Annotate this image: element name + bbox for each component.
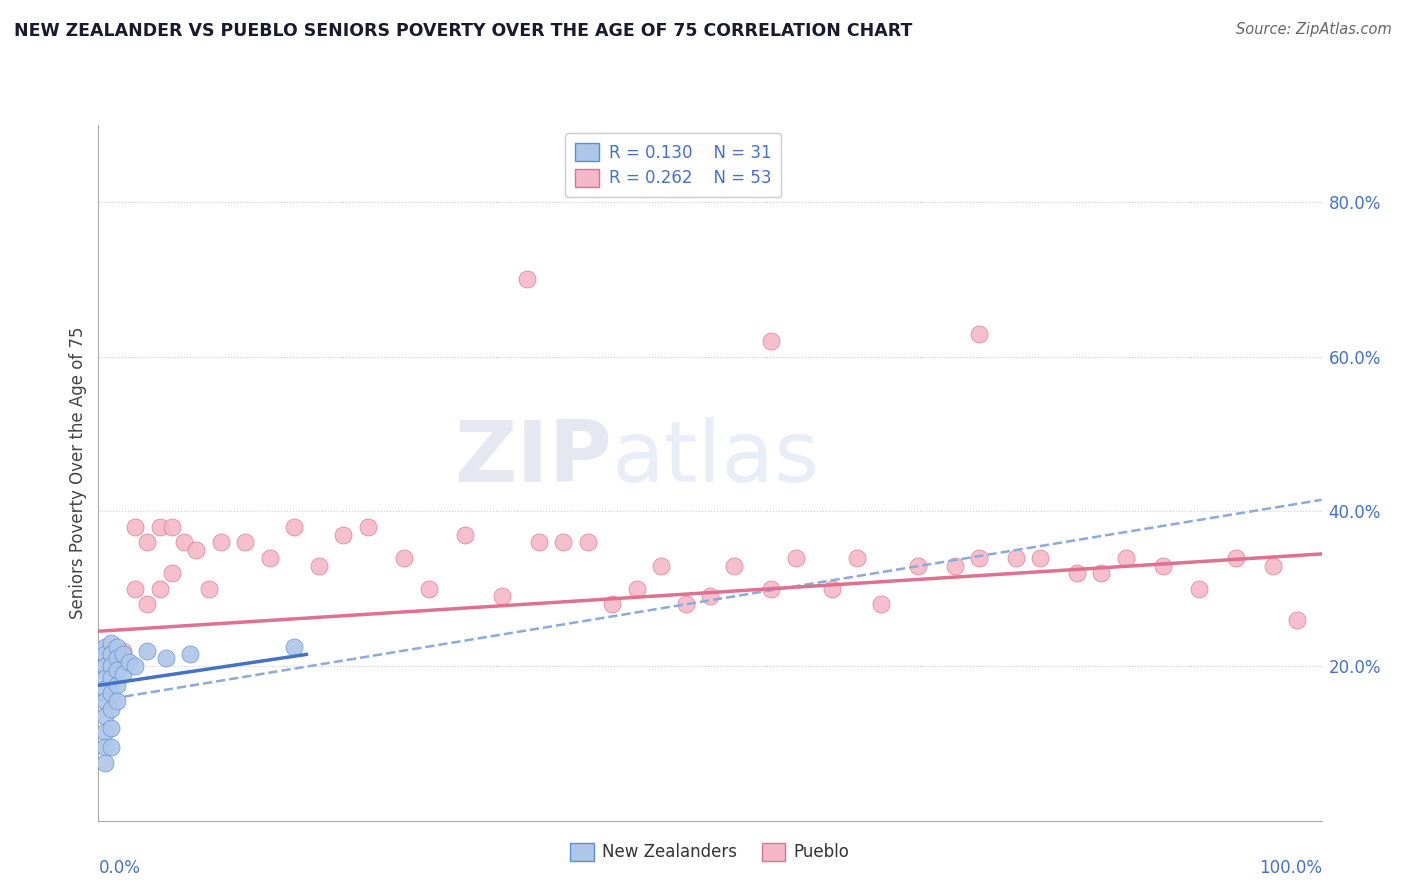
Point: [761, 334, 783, 349]
Point: [1225, 550, 1247, 565]
Point: [155, 651, 177, 665]
Point: [943, 558, 966, 573]
Point: [1004, 550, 1026, 565]
Point: [1029, 550, 1052, 565]
Point: [600, 597, 623, 611]
Point: [283, 520, 305, 534]
Point: [136, 643, 159, 657]
Point: [124, 582, 146, 596]
Text: atlas: atlas: [612, 417, 820, 500]
Point: [100, 701, 122, 715]
Point: [491, 590, 513, 604]
Point: [967, 326, 990, 341]
Point: [1152, 558, 1174, 573]
Point: [870, 597, 893, 611]
Point: [821, 582, 844, 596]
Point: [124, 659, 146, 673]
Point: [111, 643, 134, 657]
Point: [136, 535, 159, 549]
Text: NEW ZEALANDER VS PUEBLO SENIORS POVERTY OVER THE AGE OF 75 CORRELATION CHART: NEW ZEALANDER VS PUEBLO SENIORS POVERTY …: [14, 22, 912, 40]
Point: [93, 756, 115, 770]
Point: [907, 558, 929, 573]
Point: [149, 520, 172, 534]
Point: [93, 648, 115, 662]
Point: [259, 550, 281, 565]
Point: [100, 671, 122, 685]
Point: [723, 558, 745, 573]
Point: [454, 527, 477, 541]
Point: [136, 597, 159, 611]
Point: [650, 558, 672, 573]
Point: [93, 724, 115, 739]
Point: [111, 648, 134, 662]
Point: [197, 582, 219, 596]
Point: [93, 640, 115, 654]
Point: [1090, 566, 1112, 581]
Point: [100, 686, 122, 700]
Point: [1188, 582, 1211, 596]
Point: [149, 582, 172, 596]
Point: [124, 520, 146, 534]
Point: [100, 740, 122, 755]
Text: ZIP: ZIP: [454, 417, 612, 500]
Point: [845, 550, 868, 565]
Legend: New Zealanders, Pueblo: New Zealanders, Pueblo: [561, 833, 859, 871]
Point: [576, 535, 599, 549]
Point: [100, 659, 122, 673]
Point: [553, 535, 575, 549]
Point: [173, 535, 195, 549]
Point: [105, 694, 128, 708]
Point: [100, 721, 122, 735]
Point: [105, 651, 128, 665]
Point: [233, 535, 256, 549]
Text: Source: ZipAtlas.com: Source: ZipAtlas.com: [1236, 22, 1392, 37]
Point: [1261, 558, 1284, 573]
Point: [209, 535, 232, 549]
Point: [118, 655, 141, 669]
Y-axis label: Seniors Poverty Over the Age of 75: Seniors Poverty Over the Age of 75: [69, 326, 87, 619]
Point: [392, 550, 416, 565]
Point: [675, 597, 697, 611]
Text: 0.0%: 0.0%: [98, 859, 141, 877]
Point: [186, 543, 208, 558]
Point: [515, 272, 537, 286]
Point: [967, 550, 990, 565]
Point: [160, 520, 183, 534]
Point: [785, 550, 807, 565]
Point: [699, 590, 721, 604]
Point: [160, 566, 183, 581]
Point: [761, 582, 783, 596]
Point: [179, 648, 201, 662]
Point: [93, 709, 115, 723]
Point: [105, 663, 128, 677]
Point: [93, 671, 115, 685]
Point: [1066, 566, 1088, 581]
Point: [1286, 613, 1309, 627]
Point: [100, 636, 122, 650]
Point: [93, 740, 115, 755]
Point: [1115, 550, 1137, 565]
Text: 100.0%: 100.0%: [1258, 859, 1322, 877]
Point: [105, 678, 128, 692]
Point: [356, 520, 378, 534]
Point: [93, 659, 115, 673]
Point: [332, 527, 354, 541]
Point: [105, 640, 128, 654]
Point: [111, 666, 134, 681]
Point: [93, 694, 115, 708]
Point: [418, 582, 440, 596]
Point: [283, 640, 305, 654]
Point: [100, 648, 122, 662]
Point: [626, 582, 648, 596]
Point: [308, 558, 330, 573]
Point: [93, 682, 115, 697]
Point: [527, 535, 550, 549]
